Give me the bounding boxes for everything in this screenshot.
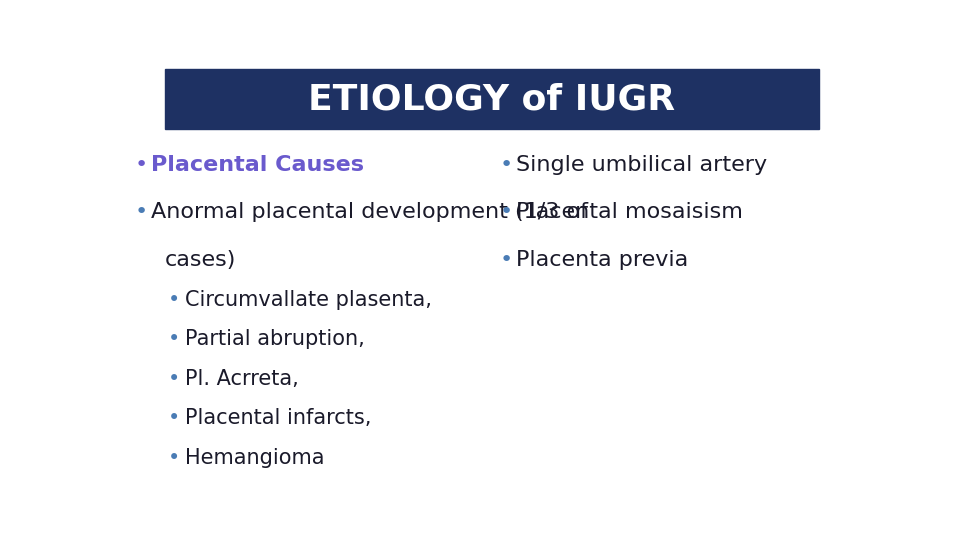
Text: •: • — [168, 408, 180, 428]
Text: •: • — [134, 154, 148, 174]
Text: Placental mosaisism: Placental mosaisism — [516, 202, 743, 222]
Text: •: • — [499, 154, 513, 174]
Text: Partial abruption,: Partial abruption, — [184, 329, 365, 349]
Text: •: • — [168, 329, 180, 349]
Text: •: • — [499, 202, 513, 222]
Text: •: • — [168, 448, 180, 468]
Text: Anormal placental development (1/3 of: Anormal placental development (1/3 of — [152, 202, 588, 222]
Text: •: • — [499, 250, 513, 270]
Text: •: • — [168, 290, 180, 310]
Bar — [165, 69, 819, 129]
Text: Pl. Acrreta,: Pl. Acrreta, — [184, 369, 299, 389]
Text: •: • — [134, 202, 148, 222]
Text: cases): cases) — [165, 250, 236, 270]
Text: •: • — [168, 369, 180, 389]
Text: Hemangioma: Hemangioma — [184, 448, 324, 468]
Text: ETIOLOGY of IUGR: ETIOLOGY of IUGR — [308, 82, 676, 116]
Text: Circumvallate plasenta,: Circumvallate plasenta, — [184, 290, 432, 310]
Text: Single umbilical artery: Single umbilical artery — [516, 154, 767, 174]
Text: Placenta previa: Placenta previa — [516, 250, 688, 270]
Text: Placental infarcts,: Placental infarcts, — [184, 408, 372, 428]
Text: Placental Causes: Placental Causes — [152, 154, 364, 174]
